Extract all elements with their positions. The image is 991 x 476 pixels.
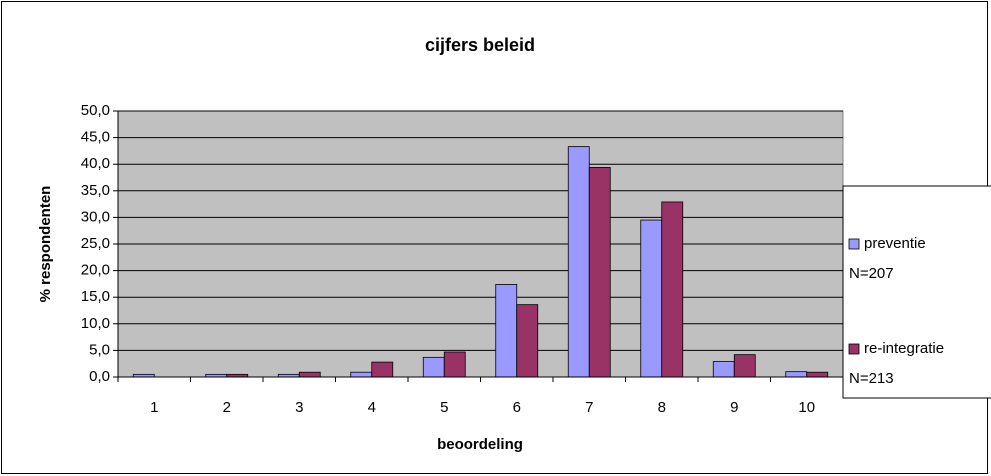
bar [443, 351, 466, 378]
bar [350, 371, 373, 378]
x-tick-label: 8 [658, 399, 666, 416]
bar [661, 201, 684, 378]
y-tick-label: 45,0 [81, 129, 110, 146]
x-tick-label: 3 [295, 399, 303, 416]
legend-n: N=207 [849, 265, 894, 282]
legend-n: N=213 [849, 370, 894, 387]
legend-label: preventie [864, 235, 926, 252]
legend-swatch [848, 238, 860, 250]
legend-swatch [848, 343, 860, 355]
y-tick-label: 30,0 [81, 208, 110, 225]
bar [567, 146, 590, 378]
x-tick-label: 9 [730, 399, 738, 416]
x-tick-label: 7 [585, 399, 593, 416]
bar [516, 304, 539, 378]
bar [422, 356, 445, 378]
bar [712, 361, 735, 378]
y-tick-label: 5,0 [89, 341, 110, 358]
y-tick-label: 15,0 [81, 288, 110, 305]
y-axis-label: % respondenten [37, 186, 54, 303]
bar [640, 219, 663, 378]
y-tick-label: 35,0 [81, 182, 110, 199]
bar [588, 166, 611, 378]
chart-title: cijfers beleid [425, 35, 535, 55]
bar [785, 371, 808, 378]
bar [495, 284, 518, 378]
x-tick-label: 1 [150, 399, 158, 416]
legend-box [842, 185, 991, 399]
x-axis-label: beoordeling [437, 436, 523, 453]
x-tick-label: 5 [440, 399, 448, 416]
x-tick-label: 10 [798, 399, 815, 416]
bar [298, 371, 321, 378]
bar [733, 354, 756, 378]
bar [371, 361, 394, 378]
x-tick-label: 6 [513, 399, 521, 416]
x-tick-label: 2 [223, 399, 231, 416]
bar [806, 371, 829, 378]
x-tick-label: 4 [368, 399, 376, 416]
y-tick-label: 40,0 [81, 155, 110, 172]
y-tick-label: 10,0 [81, 315, 110, 332]
y-tick-label: 50,0 [81, 102, 110, 119]
y-tick-label: 0,0 [89, 368, 110, 385]
legend-label: re-integratie [864, 340, 944, 357]
y-tick-label: 20,0 [81, 262, 110, 279]
y-tick-label: 25,0 [81, 235, 110, 252]
